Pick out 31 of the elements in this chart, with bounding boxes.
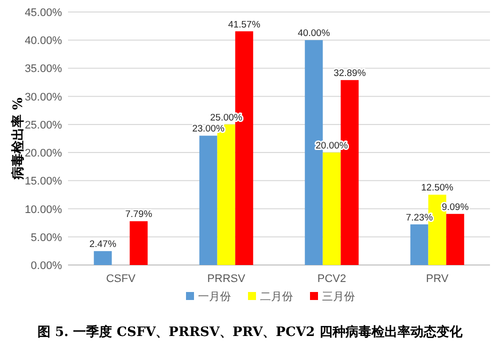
y-axis-title: 病毒检出率 % — [10, 96, 26, 180]
legend-label: 一月份 — [198, 291, 231, 303]
data-label: 2.47% — [89, 239, 117, 250]
bar — [130, 221, 148, 265]
y-tick-label: 5.00% — [30, 232, 62, 244]
y-tick-label: 45.00% — [24, 7, 62, 19]
x-tick-label: CSFV — [106, 273, 136, 285]
y-tick-label: 10.00% — [24, 204, 62, 216]
data-label: 7.79% — [125, 209, 153, 220]
x-tick-label: PCV2 — [317, 273, 346, 285]
legend-label: 二月份 — [260, 291, 293, 303]
x-tick-label: PRV — [426, 273, 450, 285]
y-tick-label: 40.00% — [24, 35, 62, 48]
data-label: 41.57% — [228, 19, 261, 30]
y-tick-label: 20.00% — [24, 148, 62, 160]
x-tick-label: PRRSV — [207, 273, 246, 285]
y-tick-label: 0.00% — [30, 260, 62, 272]
data-label: 12.50% — [421, 182, 454, 194]
y-tick-label: 30.00% — [24, 91, 62, 104]
text: 图 5. 一季度 CSFV、PRRSV、PRV、PCV2 四种病毒检出率动态变化 — [37, 324, 464, 340]
data-label: 32.89% — [334, 68, 366, 80]
legend-label: 三月份 — [322, 291, 355, 303]
bar — [94, 251, 112, 265]
bar — [446, 214, 464, 265]
y-tick-label: 35.00% — [24, 63, 62, 76]
bar — [410, 224, 428, 265]
bar — [199, 136, 218, 265]
bar — [322, 152, 341, 265]
y-tick-label: 25.00% — [24, 119, 62, 132]
y-tick-label: 15.00% — [24, 176, 62, 188]
data-label: 40.00% — [298, 28, 330, 40]
